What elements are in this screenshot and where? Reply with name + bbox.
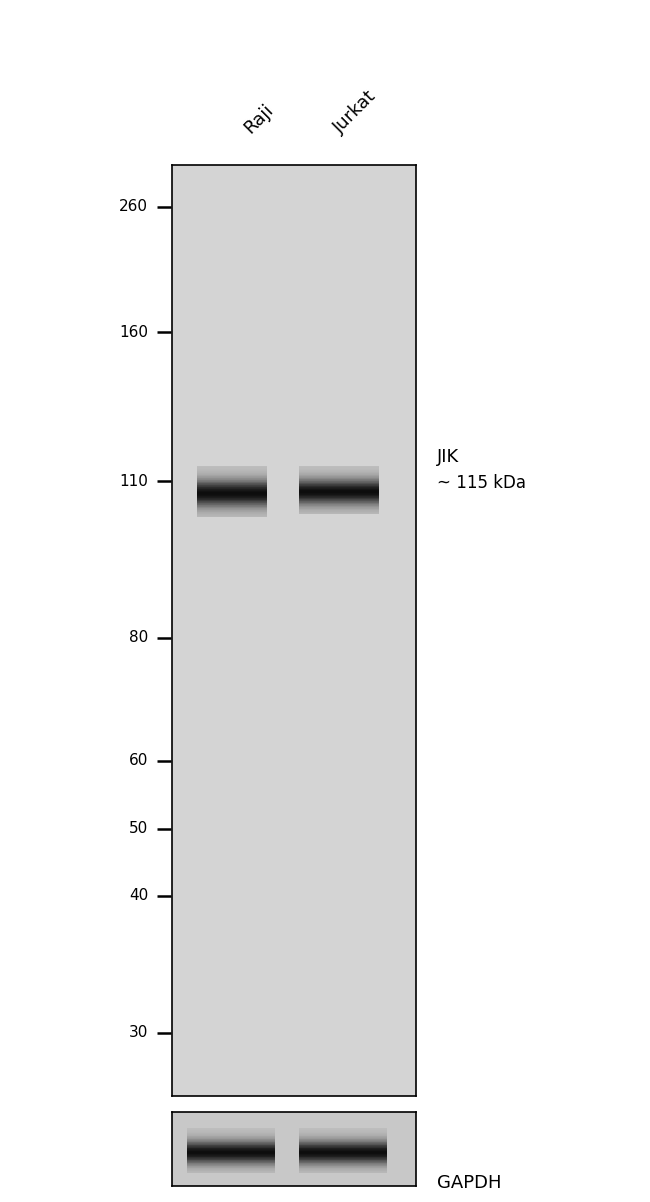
Text: 260: 260 xyxy=(119,200,148,214)
Text: JIK: JIK xyxy=(437,448,459,466)
Text: 80: 80 xyxy=(129,630,148,645)
Text: 110: 110 xyxy=(120,474,148,489)
Text: ~ 115 kDa: ~ 115 kDa xyxy=(437,475,526,493)
Text: 40: 40 xyxy=(129,888,148,904)
Text: 30: 30 xyxy=(129,1025,148,1041)
Text: Jurkat: Jurkat xyxy=(331,87,380,137)
Text: 50: 50 xyxy=(129,821,148,837)
Text: Raji: Raji xyxy=(240,100,277,137)
Text: GAPDH: GAPDH xyxy=(437,1174,501,1192)
Text: 60: 60 xyxy=(129,754,148,768)
Text: 160: 160 xyxy=(119,325,148,340)
